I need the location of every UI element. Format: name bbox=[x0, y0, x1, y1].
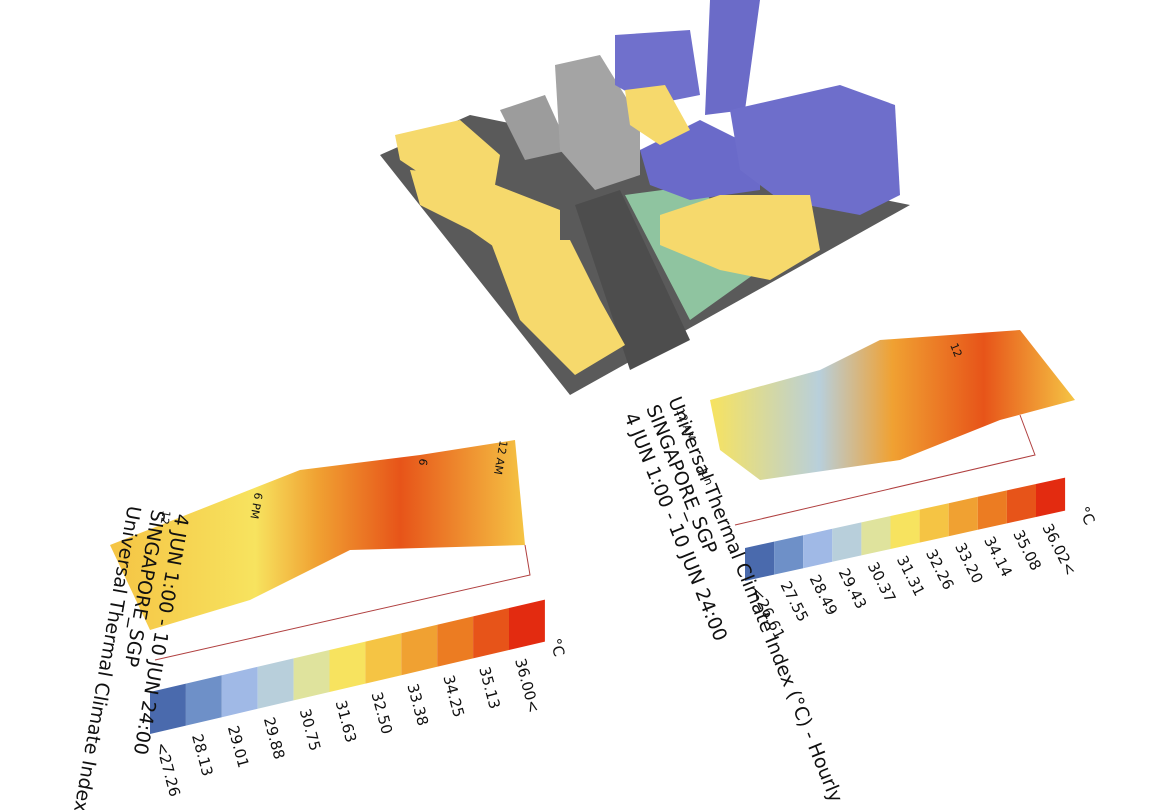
legend-swatch bbox=[1036, 477, 1066, 517]
building bbox=[730, 85, 900, 215]
chart-frame-right bbox=[734, 414, 1036, 526]
legend-label: 28.13 bbox=[188, 732, 217, 778]
axis-label: 12 AM bbox=[491, 439, 510, 475]
legend-swatch bbox=[774, 535, 804, 575]
legend-swatch bbox=[257, 658, 294, 709]
building bbox=[660, 195, 820, 280]
heatmap-left bbox=[110, 440, 525, 630]
road bbox=[575, 190, 690, 370]
legend-swatch bbox=[150, 683, 186, 734]
legend-swatch bbox=[890, 509, 920, 549]
legend-swatch bbox=[803, 528, 833, 569]
chart-frame-left bbox=[154, 544, 531, 661]
legend-label: 30.75 bbox=[296, 707, 325, 753]
legend-swatch bbox=[977, 490, 1007, 530]
legend-label: 34.14 bbox=[980, 533, 1016, 579]
legend-swatch bbox=[221, 666, 258, 718]
building bbox=[625, 85, 690, 145]
legend-label: 27.55 bbox=[777, 578, 813, 624]
legend-label: 29.88 bbox=[260, 715, 289, 761]
legend-swatch bbox=[293, 650, 330, 701]
legend-label: 36.00< bbox=[511, 656, 543, 714]
legend-unit: °C bbox=[1074, 504, 1098, 528]
axis-label: 12 bbox=[947, 341, 964, 359]
building bbox=[395, 120, 500, 185]
axis-label: 6 bbox=[416, 457, 430, 466]
legend-label: 31.63 bbox=[332, 698, 361, 744]
legend-label: 32.50 bbox=[368, 690, 397, 736]
legend-label: 35.08 bbox=[1009, 527, 1045, 573]
legend-swatch bbox=[919, 503, 949, 543]
building bbox=[555, 55, 640, 190]
building bbox=[615, 30, 700, 105]
legend-label: 28.49 bbox=[806, 572, 842, 618]
legend-label: 30.37 bbox=[864, 559, 900, 605]
axis-label: 6 PM bbox=[247, 491, 264, 519]
legend-label: 34.25 bbox=[439, 673, 468, 719]
heatmap-right bbox=[710, 330, 1075, 480]
legend-swatch bbox=[948, 496, 978, 537]
legend-swatch bbox=[509, 599, 545, 650]
legend-label: 31.31 bbox=[893, 553, 929, 599]
legend-unit: °C bbox=[546, 636, 568, 658]
legend-swatch bbox=[1006, 484, 1036, 524]
legend-label: 29.43 bbox=[835, 565, 871, 611]
axis-label: Jun bbox=[697, 465, 716, 487]
legend-label: 32.26 bbox=[922, 546, 958, 592]
legend-swatch bbox=[185, 675, 222, 726]
building bbox=[490, 240, 625, 375]
legend-swatch bbox=[329, 641, 366, 692]
legend-swatch bbox=[832, 522, 862, 562]
legend-label: 36.02< bbox=[1038, 521, 1079, 579]
legend-swatch bbox=[473, 608, 509, 659]
legend-swatch bbox=[437, 616, 474, 667]
legend-label: <27.26 bbox=[152, 740, 184, 798]
tower bbox=[705, 0, 760, 115]
city-model bbox=[380, 0, 910, 395]
legend-swatch bbox=[745, 541, 775, 581]
legend-swatch bbox=[401, 624, 438, 676]
legend-label: 35.13 bbox=[475, 665, 504, 711]
legend-label: 33.38 bbox=[403, 682, 432, 728]
legend-swatch bbox=[861, 516, 891, 556]
legend-label: 29.01 bbox=[224, 724, 253, 770]
legend-label: 33.20 bbox=[951, 540, 987, 586]
legend-swatch bbox=[365, 633, 402, 684]
axis-label: 12 bbox=[158, 509, 173, 525]
building bbox=[500, 95, 570, 160]
